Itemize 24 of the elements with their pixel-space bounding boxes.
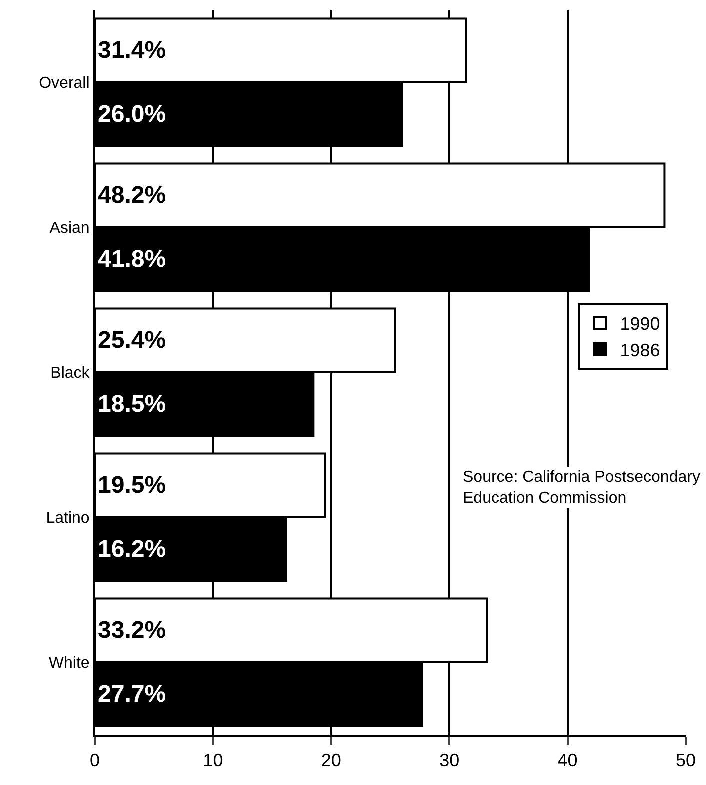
y-tick-label: Black (50, 365, 91, 382)
y-tick-label: Overall (39, 75, 90, 92)
data-label: 18.5% (98, 390, 166, 418)
x-tick-label: 50 (676, 750, 696, 771)
y-tick-label: Latino (46, 510, 90, 528)
y-tick-label: White (48, 655, 90, 672)
data-label: 25.4% (98, 327, 166, 354)
x-tick-label: 40 (558, 750, 578, 771)
annotation: Source: California Postsecondary Education Commission (463, 469, 700, 507)
data-label: 33.2% (98, 617, 166, 644)
data-label: 27.7% (98, 680, 166, 708)
x-tick-label: 10 (203, 750, 224, 771)
data-label: 41.8% (98, 246, 166, 273)
data-label: 48.2% (98, 182, 166, 210)
x-tick-label: 20 (321, 750, 342, 771)
data-label: 31.4% (98, 37, 166, 64)
data-label: 26.0% (98, 100, 166, 128)
x-tick-label: 30 (440, 750, 460, 771)
data-label: 19.5% (98, 472, 166, 500)
legend-label: 1990 (620, 314, 660, 334)
x-tick-label: 0 (90, 750, 100, 771)
y-tick-label: Asian (50, 220, 90, 238)
legend-label: 1986 (620, 340, 660, 360)
data-label: 16.2% (98, 536, 166, 563)
